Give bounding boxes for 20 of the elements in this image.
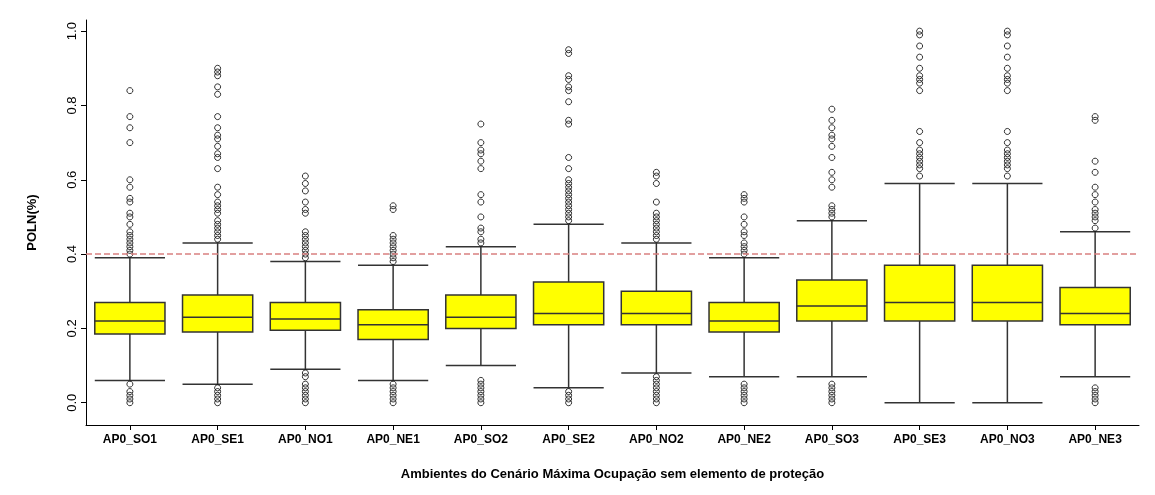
y-tick-label: 0.2 bbox=[64, 319, 79, 338]
x-tick-label: AP0_NE2 bbox=[717, 432, 772, 446]
x-tick-label: AP0_NE1 bbox=[366, 432, 421, 446]
x-tick-label: AP0_NO1 bbox=[278, 432, 334, 446]
x-tick-label: AP0_NE3 bbox=[1068, 432, 1123, 446]
x-tick-label: AP0_SO1 bbox=[102, 432, 158, 446]
x-tick-label: AP0_SE2 bbox=[542, 432, 596, 446]
y-tick-label: 0.4 bbox=[64, 245, 79, 264]
x-tick-label: AP0_SE3 bbox=[893, 432, 947, 446]
x-tick-label: AP0_NO3 bbox=[980, 432, 1036, 446]
y-tick-label: 0.0 bbox=[64, 393, 79, 412]
y-tick-label: 0.6 bbox=[64, 170, 79, 189]
x-tick-label: AP0_SE1 bbox=[191, 432, 245, 446]
y-tick-label: 0.8 bbox=[64, 96, 79, 115]
x-tick-label: AP0_NO2 bbox=[629, 432, 685, 446]
x-tick-label: AP0_SO3 bbox=[804, 432, 860, 446]
x-tick-label: AP0_SO2 bbox=[453, 432, 509, 446]
x-axis-title: Ambientes do Cenário Máxima Ocupação sem elemento de proteção bbox=[400, 466, 825, 481]
y-axis-title: POLN(%) bbox=[24, 194, 39, 251]
y-tick-label: 1.0 bbox=[64, 22, 79, 41]
